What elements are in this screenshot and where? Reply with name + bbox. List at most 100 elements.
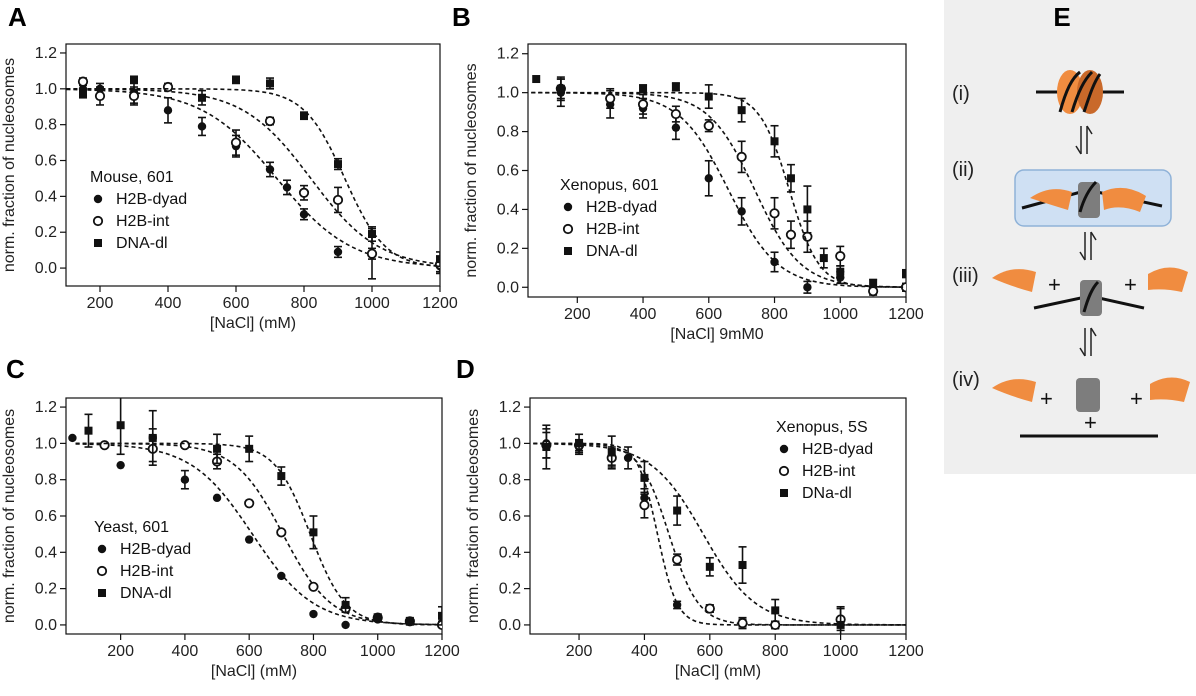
x-tick-label: 400 xyxy=(630,306,657,323)
x-tick-label: 200 xyxy=(564,306,591,323)
series-dna-dl xyxy=(533,424,906,634)
x-tick-label: 200 xyxy=(107,643,134,660)
y-tick-label: 0.0 xyxy=(35,617,57,634)
chart-panel-d: D 200 400 600 800 1000 1200 0.0 0.2 0.4 0.6 0.8 1.0 1… xyxy=(456,354,924,680)
data-point-open-circle xyxy=(785,229,797,240)
y-tick-label: 0.6 xyxy=(497,163,519,180)
legend-label: H2B-dyad xyxy=(586,199,657,216)
charts-layer: A 200 400 600 800 1000 1200 0.0 0.2 0.4 0.6 0.8 1.0 1… xyxy=(1,2,924,680)
x-tick-label: 1200 xyxy=(888,643,924,660)
data-point-open-circle xyxy=(769,208,780,219)
data-point-square xyxy=(639,84,648,93)
y-tick-label: 0.6 xyxy=(35,508,57,525)
data-point-open-circle xyxy=(778,465,790,477)
data-point-square xyxy=(309,528,318,537)
data-point-square xyxy=(84,426,93,435)
data-point-open-circle xyxy=(835,251,846,262)
data-point-filled-circle xyxy=(341,620,350,630)
h2a-h2b-dimer-icon xyxy=(1150,377,1190,402)
y-tick-label: 1.0 xyxy=(35,81,57,98)
data-point-open-circle xyxy=(703,120,714,131)
plot-frame xyxy=(527,43,907,298)
data-point-square xyxy=(438,611,442,620)
series-h2b-dyad xyxy=(533,428,906,630)
y-tick-label: 1.2 xyxy=(35,399,57,416)
x-tick-label: 600 xyxy=(223,295,250,312)
x-axis-title: [NaCl] (mM) xyxy=(211,663,297,680)
data-point-filled-circle xyxy=(244,535,254,544)
chart-panel-b: B 200 400 600 800 1000 1200 0.0 0.2 0.4 0.6 0.8 1.0 1… xyxy=(452,2,924,343)
data-point-square xyxy=(705,562,714,571)
x-tick-label: 1200 xyxy=(888,306,924,323)
x-tick-label: 600 xyxy=(695,306,722,323)
data-point-square xyxy=(786,174,795,183)
data-point-filled-circle xyxy=(212,493,222,503)
x-tick-label: 800 xyxy=(300,643,327,660)
y-tick-label: 1.0 xyxy=(497,85,519,102)
x-tick-label: 1000 xyxy=(354,295,390,312)
data-point-filled-circle xyxy=(93,194,103,204)
x-axis-title: [NaCl] (mM) xyxy=(675,663,761,680)
y-tick-label: 0.2 xyxy=(499,581,521,598)
y-tick-label: 0.8 xyxy=(35,472,57,489)
series-dna-dl xyxy=(75,398,442,626)
data-point-filled-circle xyxy=(180,475,190,484)
legend-label: DNA-dl xyxy=(116,235,168,252)
legend-label: H2B-int xyxy=(116,213,170,230)
scheme-panel-e: E (i) (ii) xyxy=(944,0,1196,474)
y-tick-label: 1.0 xyxy=(35,435,57,452)
data-point-square xyxy=(564,247,572,255)
data-point-square xyxy=(148,433,157,442)
data-point-open-circle xyxy=(308,581,319,592)
data-point-square xyxy=(245,444,254,453)
tetramer-dna-icon xyxy=(1033,280,1145,316)
panel-letter-e: E xyxy=(1053,2,1070,32)
data-point-square xyxy=(94,239,102,247)
x-tick-label: 200 xyxy=(566,643,593,660)
data-point-open-circle xyxy=(366,248,378,259)
legend-label: H2B-dyad xyxy=(802,441,873,458)
panel-letter: D xyxy=(456,354,475,384)
x-tick-label: 800 xyxy=(762,643,789,660)
data-point-square xyxy=(542,443,551,452)
data-point-square xyxy=(532,75,541,84)
data-point-filled-circle xyxy=(309,609,318,619)
x-tick-label: 200 xyxy=(87,295,114,312)
data-point-open-circle xyxy=(264,115,276,127)
data-point-square xyxy=(869,279,878,288)
legend: Mouse, 601 H2B-dyad H2B-int DNA-dl xyxy=(90,169,187,252)
legend-label: DNA-dl xyxy=(120,585,172,602)
h2a-h2b-dimer-icon xyxy=(992,379,1036,402)
data-point-open-circle xyxy=(128,90,140,102)
x-tick-label: 400 xyxy=(172,643,199,660)
data-point-open-circle xyxy=(737,618,748,629)
chart-panel-a: A 200 400 600 800 1000 1200 0.0 0.2 0.4 0.6 0.8 1.0 1… xyxy=(1,2,458,332)
data-point-square xyxy=(98,589,106,597)
data-point-filled-circle xyxy=(333,247,343,257)
series-dna-dl xyxy=(66,75,440,268)
data-point-filled-circle xyxy=(277,571,286,581)
data-point-open-circle xyxy=(244,498,255,509)
legend-title: Yeast, 601 xyxy=(94,519,169,536)
data-point-open-circle xyxy=(276,527,287,538)
data-point-square xyxy=(79,90,87,99)
data-point-open-circle xyxy=(99,440,110,451)
data-point-square xyxy=(737,106,746,115)
y-axis-title: norm. fraction of nucleosomes xyxy=(463,63,480,277)
h2a-h2b-dimer-icon xyxy=(1148,267,1188,292)
legend-title: Mouse, 601 xyxy=(90,169,174,186)
y-tick-label: 0.8 xyxy=(497,124,519,141)
x-tick-label: 1000 xyxy=(823,643,859,660)
x-tick-label: 600 xyxy=(236,643,263,660)
fit-curve xyxy=(66,88,440,267)
data-point-square xyxy=(405,617,414,626)
y-tick-label: 0.2 xyxy=(35,224,57,241)
data-point-open-circle xyxy=(637,99,649,110)
data-point-square xyxy=(771,606,780,615)
x-axis-title: [NaCl] 9mM0 xyxy=(670,326,763,343)
x-tick-label: 1200 xyxy=(422,295,458,312)
series-dna-dl xyxy=(531,75,906,289)
plus-sign: + xyxy=(1040,386,1053,411)
chart-panel-c: C 200 400 600 800 1000 1200 0.0 0.2 0.4 0.6 0.8 1.0 1… xyxy=(1,354,460,680)
